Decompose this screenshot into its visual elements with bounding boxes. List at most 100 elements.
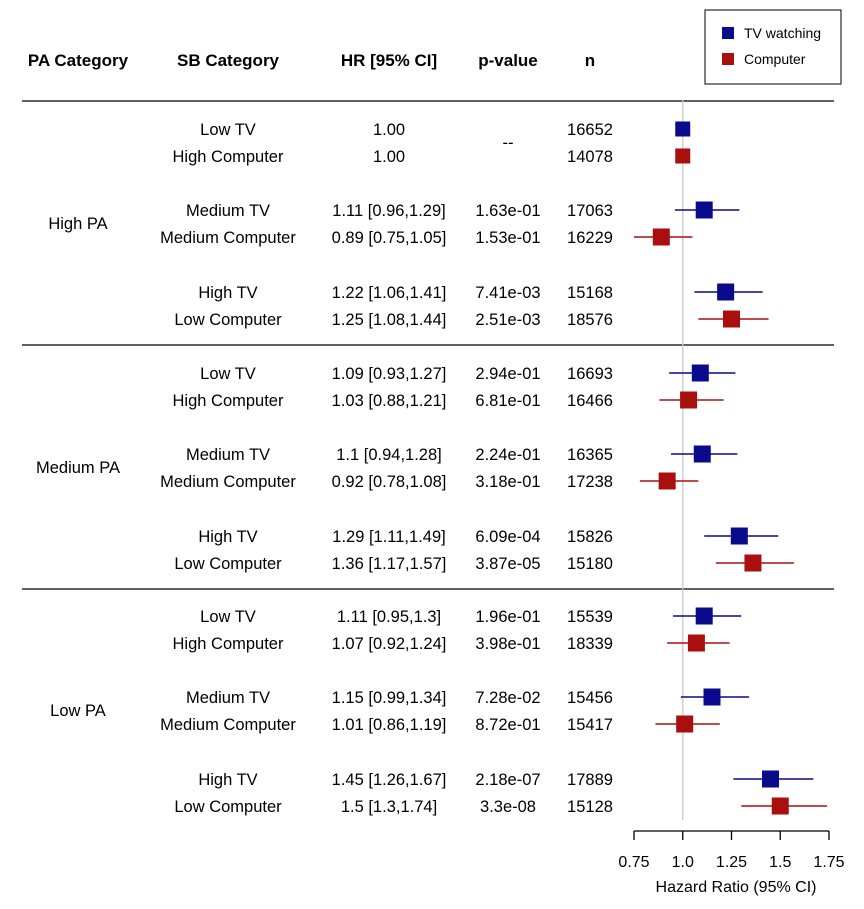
sb-category-cell: Medium TV (186, 446, 270, 464)
n-cell: 16693 (567, 365, 613, 383)
p-value-cell: 2.24e-01 (475, 446, 540, 464)
point-computer (676, 715, 694, 733)
n-cell: 16652 (567, 121, 613, 139)
hr-ci-cell: 0.92 [0.78,1.08] (332, 473, 447, 491)
sb-category-cell: Medium Computer (160, 229, 296, 247)
point-tv (703, 688, 721, 706)
pa-category-label: High PA (48, 215, 107, 233)
sb-category-cell: Low Computer (174, 798, 282, 816)
x-tick-label: 1.5 (769, 854, 791, 871)
sb-category-cell: Medium Computer (160, 473, 296, 491)
reference-p-placeholder: -- (503, 134, 514, 152)
n-cell: 14078 (567, 148, 613, 166)
p-value-cell: 1.96e-01 (475, 608, 540, 626)
n-cell: 17238 (567, 473, 613, 491)
point-computer (652, 228, 670, 246)
legend-label-tv: TV watching (744, 25, 821, 41)
x-axis: 0.75 1.0 1.25 1.5 1.75 (618, 830, 845, 871)
hr-ci-cell: 1.22 [1.06,1.41] (332, 284, 447, 302)
hr-ci-cell: 1.15 [0.99,1.34] (332, 689, 447, 707)
legend: TV watching Computer (704, 9, 842, 85)
point-tv (762, 770, 779, 788)
p-value-cell: 8.72e-01 (475, 716, 540, 734)
n-cell: 15168 (567, 284, 613, 302)
header-pa-category: PA Category (28, 51, 129, 70)
n-cell: 15417 (567, 716, 613, 734)
point-computer (771, 797, 789, 815)
point-computer (658, 472, 676, 490)
p-value-cell: 3.3e-08 (480, 798, 536, 816)
hr-ci-cell: 1.03 [0.88,1.21] (332, 392, 447, 410)
p-value-cell: 1.53e-01 (475, 229, 540, 247)
point-tv (695, 607, 713, 625)
p-value-cell: 3.18e-01 (475, 473, 540, 491)
n-cell: 15826 (567, 528, 613, 546)
point-computer (687, 634, 705, 652)
hr-ci-cell: 1.00 (373, 121, 405, 139)
sb-category-cell: Medium TV (186, 202, 270, 220)
p-value-cell: 2.18e-07 (475, 771, 540, 789)
forest-marks (634, 121, 828, 815)
point-computer (723, 310, 740, 328)
header-n: n (585, 51, 595, 70)
n-cell: 16466 (567, 392, 613, 410)
p-value-cell: 7.28e-02 (475, 689, 540, 707)
x-tick-label: 1.25 (716, 854, 747, 871)
legend-swatch-computer (722, 53, 734, 65)
sb-category-cell: Low TV (200, 121, 256, 139)
sb-category-cell: Medium TV (186, 689, 270, 707)
n-cell: 15128 (567, 798, 613, 816)
point-computer (675, 148, 691, 164)
point-tv (730, 527, 748, 545)
hr-ci-cell: 1.11 [0.96,1.29] (332, 202, 445, 220)
sb-category-cell: High Computer (173, 148, 284, 166)
x-tick-label: 1.0 (672, 854, 694, 871)
sb-category-cell: High Computer (173, 635, 284, 653)
p-value-cell: 6.81e-01 (475, 392, 540, 410)
pa-category-label: Low PA (50, 702, 106, 720)
p-value-cell: 7.41e-03 (475, 284, 540, 302)
table-rows: High PA Low TV 1.00 16652 High Computer 1.00 1… (36, 121, 613, 816)
x-tick-label: 0.75 (618, 854, 649, 871)
n-cell: 16229 (567, 229, 613, 247)
sb-category-cell: Low TV (200, 608, 256, 626)
hr-ci-cell: 0.89 [0.75,1.05] (332, 229, 447, 247)
hr-ci-cell: 1.5 [1.3,1.74] (341, 798, 437, 816)
sb-category-cell: Low Computer (174, 311, 282, 329)
legend-swatch-tv (722, 27, 734, 39)
n-cell: 18576 (567, 311, 613, 329)
x-tick-label: 1.75 (813, 854, 844, 871)
n-cell: 17889 (567, 771, 613, 789)
n-cell: 15456 (567, 689, 613, 707)
n-cell: 18339 (567, 635, 613, 653)
hr-ci-cell: 1.29 [1.11,1.49] (332, 528, 445, 546)
point-tv (717, 283, 735, 301)
sb-category-cell: Medium Computer (160, 716, 296, 734)
hr-ci-cell: 1.45 [1.26,1.67] (332, 771, 447, 789)
legend-box (704, 9, 842, 85)
sb-category-cell: High Computer (173, 392, 284, 410)
p-value-cell: 2.51e-03 (475, 311, 540, 329)
point-computer (744, 554, 762, 572)
p-value-cell: 2.94e-01 (475, 365, 540, 383)
point-tv (691, 364, 709, 382)
n-cell: 15180 (567, 555, 613, 573)
pa-category-label: Medium PA (36, 459, 120, 477)
point-computer (680, 391, 698, 409)
header-sb-category: SB Category (177, 51, 280, 70)
header-hr-ci: HR [95% CI] (341, 51, 437, 70)
hr-ci-cell: 1.07 [0.92,1.24] (332, 635, 447, 653)
point-tv (675, 121, 691, 137)
hr-ci-cell: 1.25 [1.08,1.44] (332, 311, 447, 329)
x-axis-label: Hazard Ratio (95% CI) (656, 879, 817, 896)
sb-category-cell: Low TV (200, 365, 256, 383)
sb-category-cell: High TV (198, 284, 257, 302)
header-p-value: p-value (478, 51, 538, 70)
hr-ci-cell: 1.00 (373, 148, 405, 166)
n-cell: 15539 (567, 608, 613, 626)
hr-ci-cell: 1.09 [0.93,1.27] (332, 365, 447, 383)
p-value-cell: 1.63e-01 (475, 202, 540, 220)
hr-ci-cell: 1.36 [1.17,1.57] (332, 555, 447, 573)
p-value-cell: 6.09e-04 (475, 528, 540, 546)
